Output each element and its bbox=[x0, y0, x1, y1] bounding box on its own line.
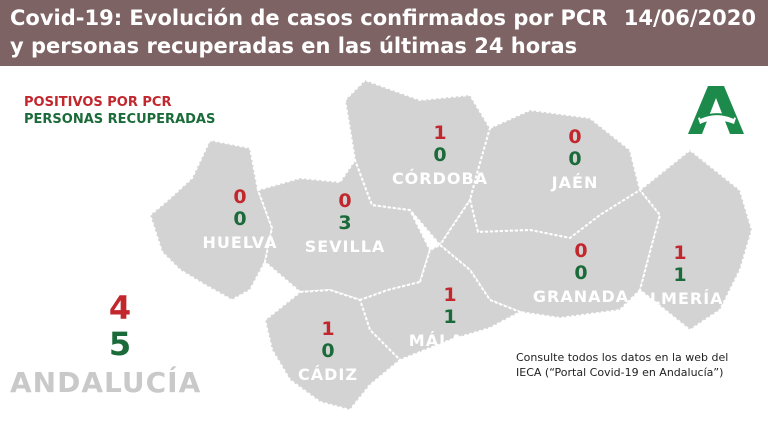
huelva-recovered: 0 bbox=[233, 208, 247, 230]
cadiz-pcr: 1 bbox=[321, 318, 335, 340]
province-malaga: 1 1 MÁLAGA bbox=[390, 284, 510, 352]
malaga-pcr: 1 bbox=[443, 284, 457, 306]
region-almeria bbox=[638, 148, 754, 332]
jaen-name: JAÉN bbox=[551, 173, 599, 192]
cordoba-pcr: 1 bbox=[433, 122, 447, 144]
malaga-recovered: 1 bbox=[443, 306, 457, 328]
source-note: Consulte todos los datos en la web del I… bbox=[516, 351, 729, 379]
province-sevilla: 0 3 SEVILLA bbox=[285, 190, 405, 258]
sevilla-recovered: 3 bbox=[338, 212, 352, 234]
granada-pcr: 0 bbox=[574, 240, 588, 262]
legend-positive: POSITIVOS POR PCR bbox=[24, 95, 172, 110]
province-huelva: 0 0 HUELVA bbox=[200, 186, 280, 254]
cordoba-recovered: 0 bbox=[433, 144, 447, 166]
jaen-pcr: 0 bbox=[568, 126, 582, 148]
province-cadiz: 1 0 CÁDIZ bbox=[278, 318, 378, 386]
province-granada: 0 0 GRANADA bbox=[512, 240, 650, 308]
andalucia-label: ANDALUCÍA bbox=[10, 366, 202, 399]
total-recovered: 5 bbox=[108, 325, 132, 363]
sevilla-name: SEVILLA bbox=[304, 237, 386, 256]
granada-name: GRANADA bbox=[532, 287, 630, 306]
region-cordoba bbox=[343, 78, 492, 247]
legend: POSITIVOS POR PCR PERSONAS RECUPERADAS bbox=[24, 94, 215, 128]
cordoba-name: CÓRDOBA bbox=[391, 169, 489, 188]
header-bar: Covid-19: Evolución de casos confirmados… bbox=[0, 0, 768, 66]
huelva-name: HUELVA bbox=[202, 233, 278, 252]
granada-recovered: 0 bbox=[574, 262, 588, 284]
report-date: 14/06/2020 bbox=[623, 6, 756, 30]
page-title: Covid-19: Evolución de casos confirmados… bbox=[10, 6, 608, 58]
huelva-pcr: 0 bbox=[233, 186, 247, 208]
junta-andalucia-logo-icon bbox=[688, 86, 744, 134]
almeria-name: ALMERÍA bbox=[636, 289, 724, 308]
cadiz-name: CÁDIZ bbox=[298, 365, 358, 384]
almeria-pcr: 1 bbox=[673, 242, 687, 264]
almeria-recovered: 1 bbox=[673, 264, 687, 286]
province-almeria: 1 1 ALMERÍA bbox=[630, 242, 730, 310]
total-pcr: 4 bbox=[108, 289, 132, 327]
total-andalucia: 4 5 bbox=[90, 290, 150, 362]
province-cordoba: 1 0 CÓRDOBA bbox=[370, 122, 510, 190]
sevilla-pcr: 0 bbox=[338, 190, 352, 212]
region-cadiz bbox=[263, 288, 402, 412]
cadiz-recovered: 0 bbox=[321, 340, 335, 362]
province-jaen: 0 0 JAÉN bbox=[520, 126, 630, 194]
jaen-recovered: 0 bbox=[568, 148, 582, 170]
legend-recovered: PERSONAS RECUPERADAS bbox=[24, 112, 216, 127]
malaga-name: MÁLAGA bbox=[408, 331, 492, 350]
